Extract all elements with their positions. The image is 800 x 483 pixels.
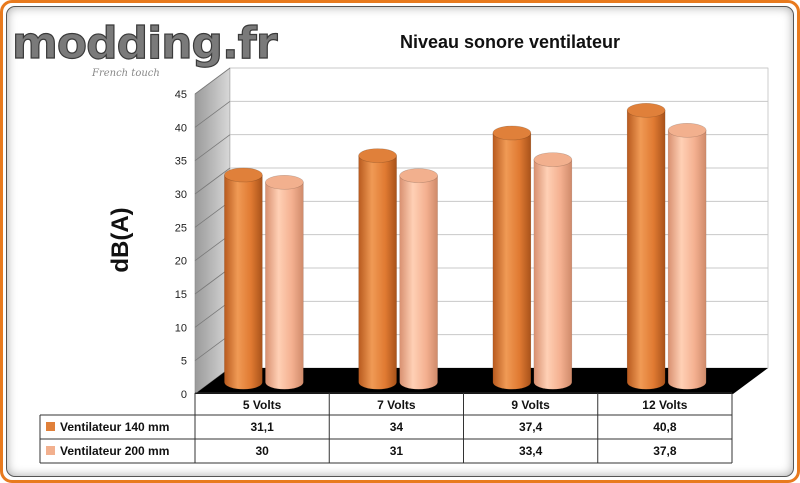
bar-body — [358, 155, 397, 390]
data-label: 40,8 — [653, 420, 677, 434]
y-tick-label: 10 — [175, 322, 187, 334]
y-tick-label: 45 — [175, 89, 187, 101]
bar-top — [358, 148, 397, 163]
side-gridline — [194, 334, 231, 361]
bar-body — [626, 110, 666, 390]
y-tick-label: 25 — [175, 222, 187, 234]
side-gridline — [194, 301, 231, 328]
bar-top — [667, 123, 707, 138]
bar-body — [399, 175, 438, 390]
logo: modding.fr French touch — [11, 17, 279, 79]
bar-top — [224, 167, 263, 183]
y-tick-label: 35 — [175, 156, 187, 168]
bar-top — [626, 103, 666, 118]
x-tick-label: 9 Volts — [511, 398, 550, 412]
y-tick-label: 0 — [181, 389, 187, 401]
y-tick-label: 30 — [175, 189, 187, 201]
side-gridline — [194, 167, 231, 195]
legend-swatch — [46, 446, 55, 455]
x-tick-label: 5 Volts — [243, 398, 282, 412]
y-tick-label: 15 — [175, 289, 187, 301]
logo-tagline: French touch — [91, 68, 160, 79]
data-label: 37,8 — [653, 444, 677, 458]
floor-surface — [195, 368, 768, 394]
legend-label: Ventilateur 200 mm — [60, 444, 169, 458]
side-gridline — [194, 267, 231, 295]
y-tick-label: 20 — [175, 256, 187, 268]
data-label: 34 — [390, 420, 404, 434]
data-label: 37,4 — [519, 420, 543, 434]
data-label: 33,4 — [519, 444, 543, 458]
bar — [358, 148, 397, 390]
x-tick-label: 12 Volts — [642, 398, 687, 412]
bar — [626, 103, 666, 390]
bar — [667, 123, 707, 390]
bar-top — [492, 125, 532, 141]
plot-floor — [195, 368, 768, 394]
side-gridline — [194, 101, 231, 128]
bar-top — [399, 168, 438, 183]
legend-label: Ventilateur 140 mm — [60, 420, 169, 434]
bar-body — [265, 182, 304, 390]
legend-swatch — [46, 422, 55, 431]
logo-text: modding.fr — [12, 18, 278, 69]
side-gridline — [194, 134, 231, 161]
side-gridline — [194, 67, 231, 95]
chart-title: Niveau sonore ventilateur — [400, 32, 620, 52]
bars — [224, 103, 707, 390]
bar-top — [265, 175, 304, 190]
bar — [492, 125, 532, 390]
bar — [265, 175, 304, 390]
bar-top — [533, 152, 573, 167]
data-label: 31,1 — [250, 420, 274, 434]
x-tick-label: 7 Volts — [377, 398, 416, 412]
y-axis-label: dB(A) — [107, 207, 134, 272]
data-label: 30 — [255, 444, 269, 458]
y-tick-label: 5 — [181, 356, 187, 368]
bar-body — [533, 159, 573, 390]
bar-body — [224, 174, 263, 390]
bar — [533, 152, 573, 390]
side-gridline — [194, 234, 231, 261]
y-tick-label: 40 — [175, 122, 187, 134]
y-tick-labels: 0 5 10 15 20 25 30 35 40 45 — [175, 89, 187, 401]
bar-body — [667, 130, 707, 390]
bar-body — [492, 132, 532, 390]
data-table: 5 Volts 7 Volts 9 Volts 12 Volts Ventilateur… — [39, 392, 733, 464]
data-label: 31 — [390, 444, 404, 458]
bar — [224, 167, 263, 390]
side-gridline — [194, 201, 231, 228]
bar — [399, 168, 438, 390]
